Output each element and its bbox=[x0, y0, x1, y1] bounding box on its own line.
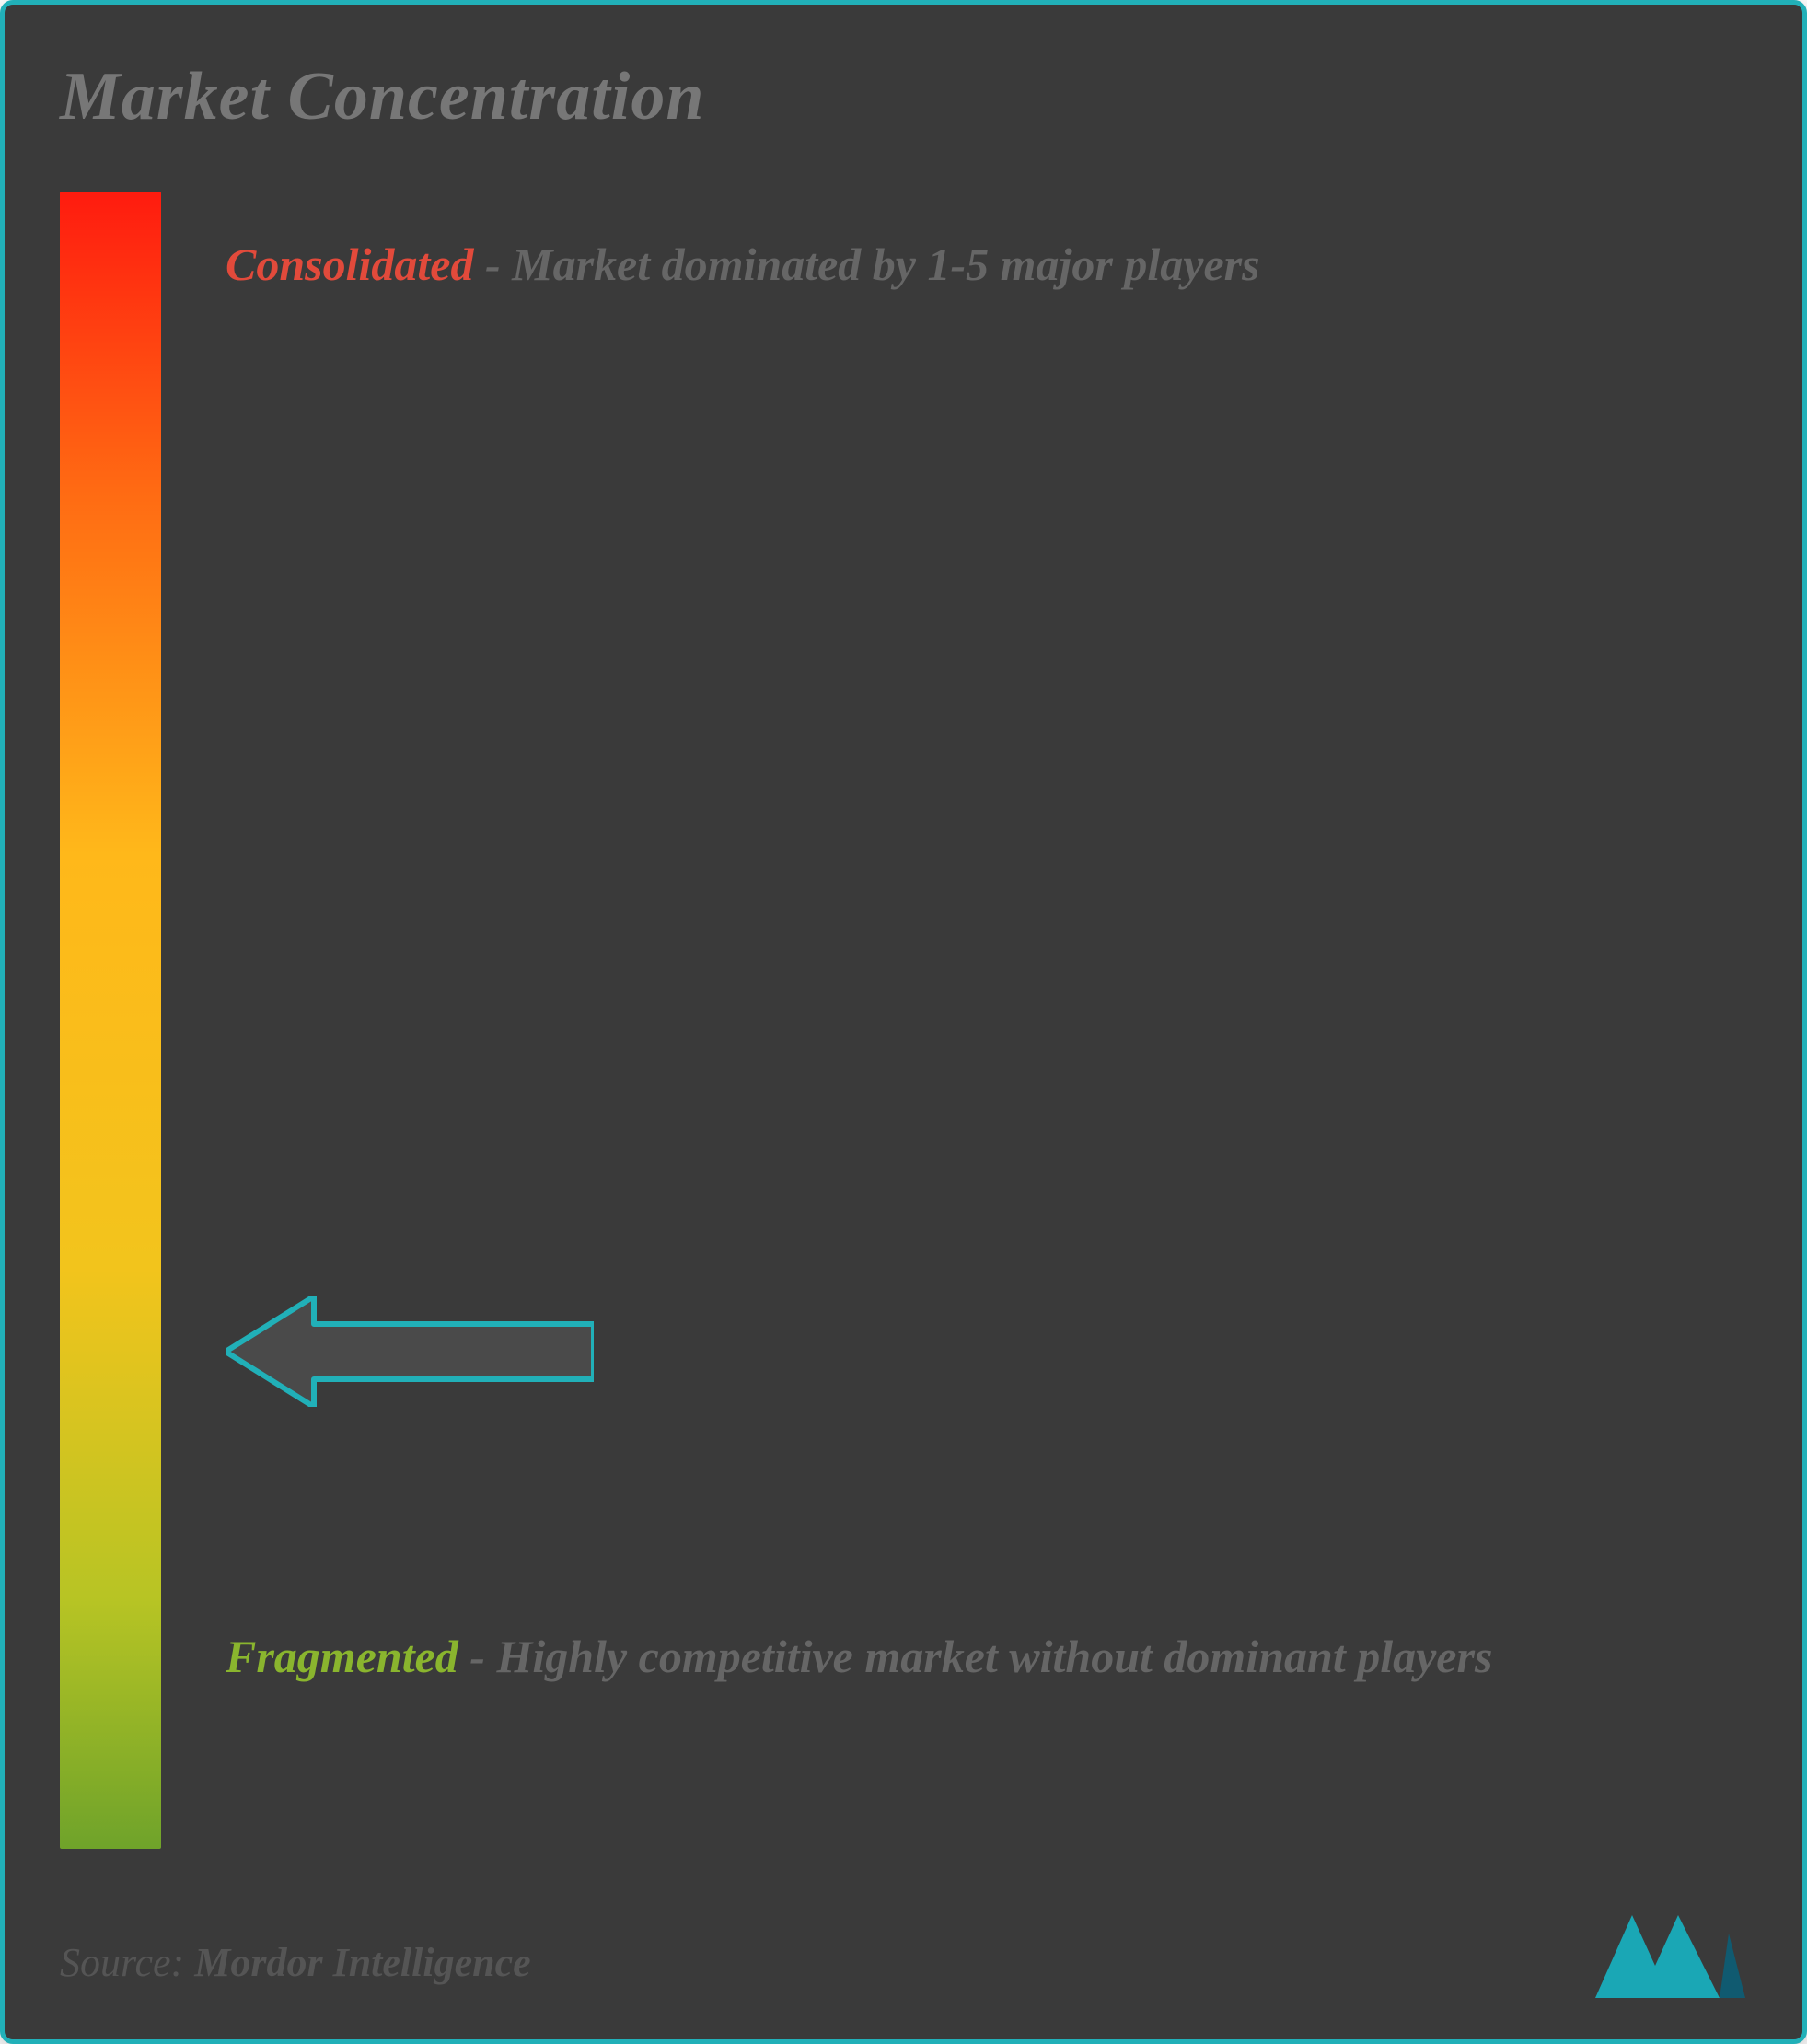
source-label: Source: bbox=[60, 1940, 194, 1985]
labels-column: Consolidated - Market dominated by 1-5 m… bbox=[226, 192, 1747, 1849]
position-arrow bbox=[226, 1296, 594, 1411]
market-concentration-card: Market Concentration Consolidated - Mark… bbox=[0, 0, 1807, 2044]
fragmented-term: Fragmented bbox=[226, 1631, 458, 1682]
concentration-gradient-bar bbox=[60, 192, 161, 1849]
source-name: Mordor Intelligence bbox=[194, 1940, 530, 1985]
consolidated-term: Consolidated bbox=[226, 238, 473, 290]
mordor-logo bbox=[1591, 1901, 1747, 2003]
consolidated-label: Consolidated - Market dominated by 1-5 m… bbox=[226, 225, 1729, 306]
consolidated-desc: - Market dominated by 1-5 major players bbox=[485, 238, 1260, 290]
card-body: Consolidated - Market dominated by 1-5 m… bbox=[60, 192, 1747, 1849]
mordor-logo-icon bbox=[1591, 1901, 1747, 2003]
card-title: Market Concentration bbox=[60, 58, 1747, 136]
fragmented-label: Fragmented - Highly competitive market w… bbox=[226, 1617, 1729, 1698]
fragmented-desc: - Highly competitive market without domi… bbox=[469, 1631, 1492, 1682]
source-line: Source: Mordor Intelligence bbox=[60, 1939, 531, 1986]
arrow-left-icon bbox=[226, 1296, 594, 1407]
